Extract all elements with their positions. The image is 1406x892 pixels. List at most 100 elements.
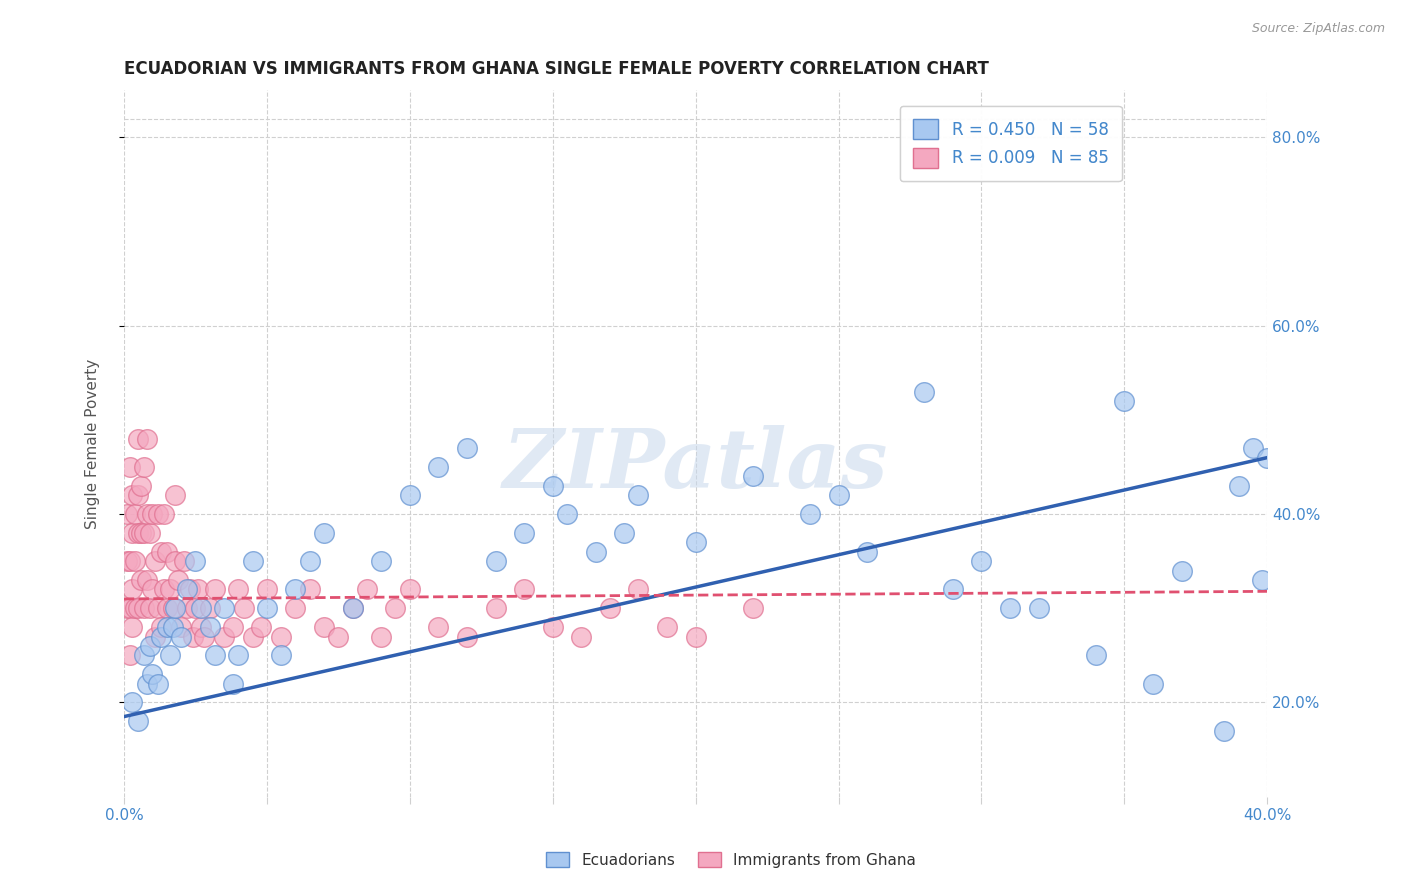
Point: [685, 630, 707, 644]
Point: [484, 601, 506, 615]
Point: [569, 630, 592, 644]
Point: [138, 639, 160, 653]
Point: [741, 601, 763, 615]
Point: [555, 507, 578, 521]
Text: Source: ZipAtlas.com: Source: ZipAtlas.com: [1251, 22, 1385, 36]
Point: [233, 601, 256, 615]
Point: [655, 620, 678, 634]
Point: [384, 601, 406, 615]
Point: [135, 573, 157, 587]
Point: [121, 582, 143, 597]
Point: [124, 554, 146, 568]
Point: [148, 601, 170, 615]
Point: [585, 545, 607, 559]
Point: [143, 630, 166, 644]
Point: [165, 601, 187, 615]
Point: [1241, 441, 1264, 455]
Point: [127, 714, 149, 729]
Point: [121, 696, 143, 710]
Point: [124, 507, 146, 521]
Point: [284, 601, 307, 615]
Point: [179, 582, 201, 597]
Point: [912, 384, 935, 399]
Point: [127, 601, 149, 615]
Point: [685, 535, 707, 549]
Point: [370, 554, 392, 568]
Point: [221, 676, 243, 690]
Point: [162, 601, 184, 615]
Point: [513, 525, 536, 540]
Point: [827, 488, 849, 502]
Point: [298, 554, 321, 568]
Point: [124, 601, 146, 615]
Point: [150, 620, 173, 634]
Point: [1084, 648, 1107, 663]
Point: [328, 630, 350, 644]
Text: ZIPatlas: ZIPatlas: [503, 425, 889, 505]
Point: [198, 620, 221, 634]
Point: [856, 545, 879, 559]
Point: [193, 630, 215, 644]
Point: [176, 601, 198, 615]
Point: [184, 554, 207, 568]
Point: [212, 630, 235, 644]
Point: [427, 620, 450, 634]
Point: [132, 648, 155, 663]
Point: [1256, 450, 1278, 465]
Point: [256, 582, 278, 597]
Point: [1142, 676, 1164, 690]
Point: [150, 545, 173, 559]
Point: [627, 582, 650, 597]
Point: [513, 582, 536, 597]
Point: [942, 582, 965, 597]
Point: [121, 525, 143, 540]
Point: [270, 648, 292, 663]
Point: [162, 620, 184, 634]
Point: [127, 488, 149, 502]
Point: [138, 601, 160, 615]
Point: [284, 582, 307, 597]
Point: [226, 582, 249, 597]
Point: [118, 554, 141, 568]
Point: [165, 554, 187, 568]
Point: [1227, 479, 1250, 493]
Point: [153, 507, 176, 521]
Point: [1250, 573, 1272, 587]
Point: [484, 554, 506, 568]
Point: [115, 601, 138, 615]
Point: [342, 601, 364, 615]
Legend: R = 0.450   N = 58, R = 0.009   N = 85: R = 0.450 N = 58, R = 0.009 N = 85: [900, 105, 1122, 181]
Point: [150, 630, 173, 644]
Point: [141, 507, 163, 521]
Point: [298, 582, 321, 597]
Point: [799, 507, 821, 521]
Point: [256, 601, 278, 615]
Point: [187, 582, 209, 597]
Point: [121, 488, 143, 502]
Point: [165, 488, 187, 502]
Y-axis label: Single Female Poverty: Single Female Poverty: [86, 359, 100, 529]
Point: [242, 630, 264, 644]
Point: [141, 667, 163, 681]
Point: [998, 601, 1021, 615]
Point: [184, 601, 207, 615]
Point: [159, 648, 181, 663]
Point: [427, 460, 450, 475]
Point: [156, 601, 179, 615]
Point: [170, 620, 193, 634]
Point: [456, 630, 478, 644]
Point: [221, 620, 243, 634]
Point: [121, 620, 143, 634]
Point: [242, 554, 264, 568]
Point: [356, 582, 378, 597]
Point: [1213, 723, 1236, 738]
Point: [153, 582, 176, 597]
Point: [148, 676, 170, 690]
Point: [599, 601, 621, 615]
Point: [204, 582, 226, 597]
Point: [115, 507, 138, 521]
Point: [127, 432, 149, 446]
Point: [370, 630, 392, 644]
Point: [148, 507, 170, 521]
Point: [541, 479, 564, 493]
